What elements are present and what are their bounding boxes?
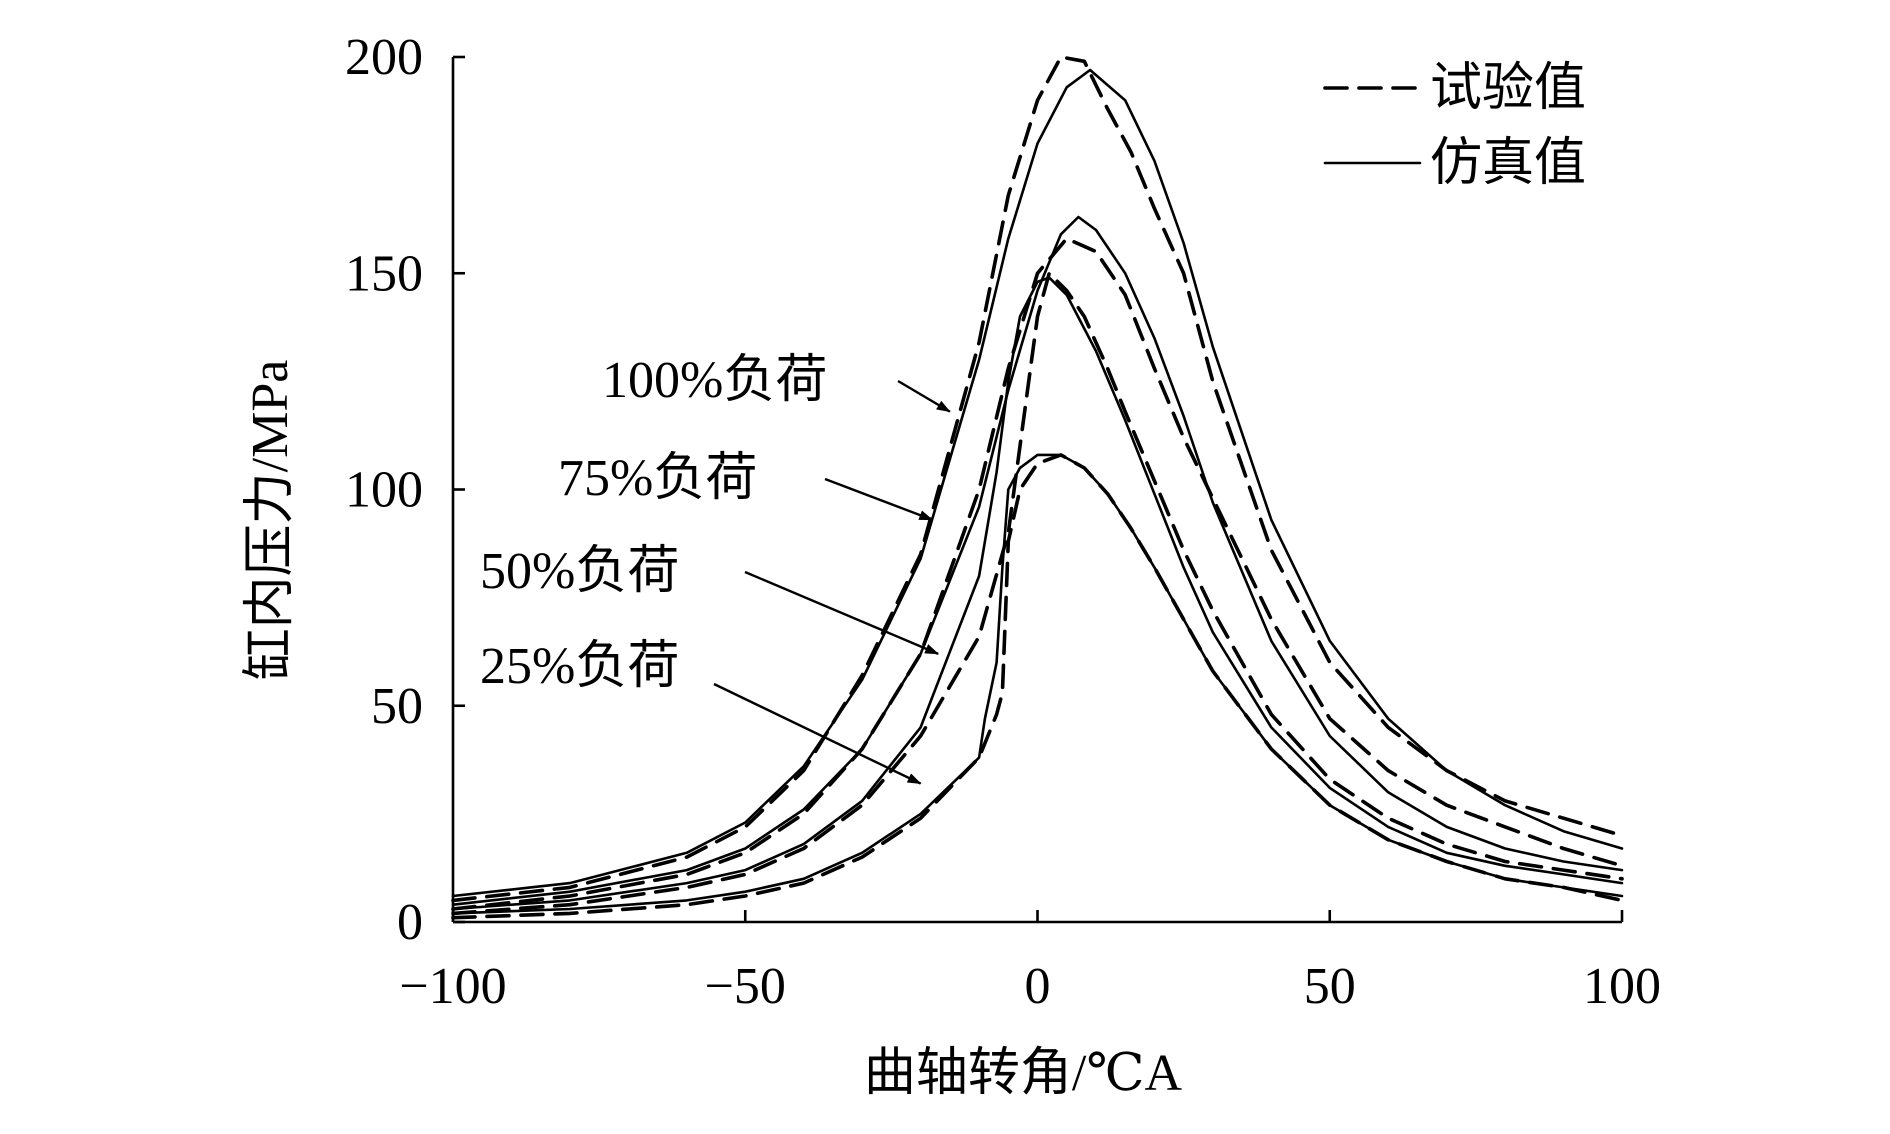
series-dashed-curve: [451, 236, 1624, 911]
curves: [451, 55, 1624, 920]
annotation-arrow: [713, 682, 922, 785]
y-tick-label: 200: [345, 29, 423, 86]
series-solid-curve: [451, 68, 1624, 898]
x-tick-label: 0: [1025, 958, 1051, 1015]
series-solid-curve: [451, 276, 1624, 911]
series-dashed-curve: [451, 453, 1624, 920]
annotation-label: 50%负荷: [480, 543, 679, 600]
annotation-label: 75%负荷: [558, 450, 757, 507]
series-dashed-curve: [451, 55, 1624, 903]
series-dashed-curve: [451, 271, 1624, 916]
annotation-label: 100%负荷: [602, 352, 827, 409]
legend: 试验值 仿真值: [1323, 60, 1586, 192]
annotation-arrow: [744, 570, 940, 655]
legend-label-sim: 仿真值: [1430, 135, 1586, 192]
series-solid-curve: [451, 215, 1624, 906]
annotation-label: 25%负荷: [480, 638, 679, 695]
x-axis-title: 曲轴转角/℃A: [864, 1045, 1183, 1102]
x-tick-label: 100: [1583, 958, 1661, 1015]
y-tick-label: 100: [345, 462, 423, 519]
y-axis-title: 缸内压力/MPa: [241, 360, 299, 681]
annotation-arrow: [897, 379, 951, 413]
x-tick-label: −100: [399, 958, 506, 1015]
legend-label-test: 试验值: [1430, 60, 1586, 117]
y-tick-label: 0: [397, 894, 423, 951]
y-tick-label: 50: [371, 678, 423, 735]
axes: −100 −50 0 50 100 0 50 100 150 200: [345, 29, 1661, 1015]
y-tick-label: 150: [345, 245, 423, 302]
x-tick-label: 50: [1304, 958, 1356, 1015]
x-tick-label: −50: [705, 958, 786, 1015]
annotation-arrow: [824, 477, 934, 521]
annotations: 100%负荷 75%负荷 50%负荷 25%负荷: [480, 352, 951, 785]
